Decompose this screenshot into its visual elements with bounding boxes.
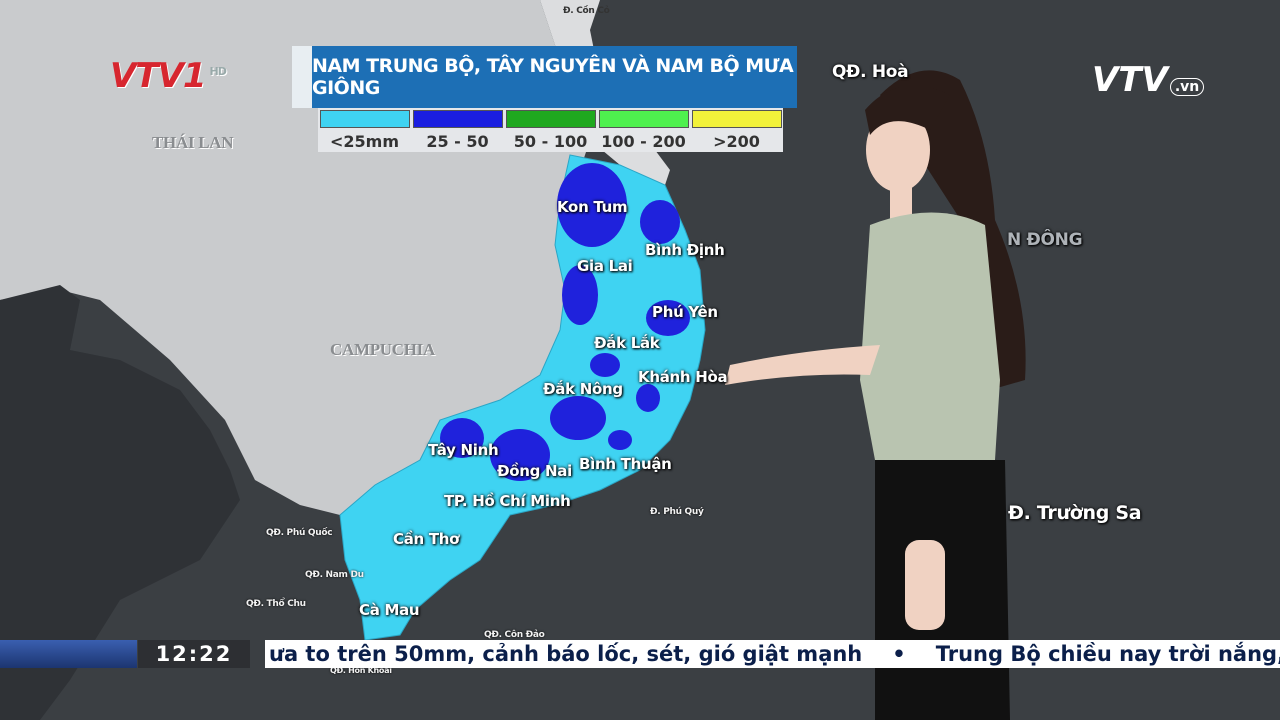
legend-item: 50 - 100 <box>504 108 597 152</box>
rain-region <box>339 154 706 641</box>
legend-swatch <box>598 110 689 128</box>
legend-label: <25mm <box>329 132 399 151</box>
province-label: Đắk Lắk <box>594 334 660 352</box>
province-label: Bình Thuận <box>579 455 672 473</box>
legend-item: 100 - 200 <box>597 108 690 152</box>
legend-label: 100 - 200 <box>601 132 686 151</box>
channel-logo: VTV1 HD <box>110 56 227 96</box>
ticker-separator: • <box>892 642 906 666</box>
site-name: VTV <box>1092 60 1168 100</box>
island-label: Đ. Cồn Cỏ <box>563 6 610 16</box>
country-label: THÁI LAN <box>152 133 234 152</box>
island-label: QĐ. Hòn Khoai <box>330 666 392 675</box>
province-label: Đắk Nông <box>543 380 623 398</box>
island-label: Đ. Phú Quý <box>650 507 704 517</box>
channel-name: VTV1 <box>110 56 206 96</box>
sea-label: N ĐÔNG <box>1007 230 1083 250</box>
legend-item: 25 - 50 <box>411 108 504 152</box>
province-label: Phú Yên <box>652 303 718 321</box>
presenter <box>725 70 1026 720</box>
legend-swatch <box>505 110 596 128</box>
legend-label: 50 - 100 <box>513 132 588 151</box>
legend-swatch <box>319 110 410 128</box>
heavy-rain-cells <box>440 163 690 481</box>
island-label: QĐ. Nam Du <box>305 570 364 580</box>
ticker-text: Trung Bộ chiều nay trời nắng, c <box>935 642 1280 666</box>
island-label: Đ. Trường Sa <box>1008 502 1142 524</box>
province-label: Tây Ninh <box>428 441 499 459</box>
province-label: Đồng Nai <box>497 462 572 480</box>
country-label: CAMPUCHIA <box>330 340 435 359</box>
legend-item: <25mm <box>318 108 411 152</box>
news-ticker: ưa to trên 50mm, cảnh báo lốc, sét, gió … <box>265 640 1280 668</box>
legend-swatch <box>691 110 782 128</box>
island-label: QĐ. Côn Đảo <box>484 630 545 640</box>
province-label: Bình Định <box>645 241 725 259</box>
province-label: Kon Tum <box>557 198 628 216</box>
rain-legend: <25mm 25 - 50 50 - 100 100 - 200 >200 <box>318 108 783 152</box>
island-label: QĐ. Phú Quốc <box>266 528 333 538</box>
channel-badge: HD <box>209 64 226 78</box>
legend-label: 25 - 50 <box>426 132 489 151</box>
island-label: QĐ. Thổ Chu <box>246 599 306 609</box>
legend-swatch <box>412 110 503 128</box>
title: NAM TRUNG BỘ, TÂY NGUYÊN VÀ NAM BỘ MƯA G… <box>292 46 797 108</box>
province-label: Cần Thơ <box>393 530 460 548</box>
land-peninsula <box>0 285 240 720</box>
ticker-badge <box>0 640 137 668</box>
legend-label: >200 <box>713 132 760 151</box>
island-label: QĐ. Hoà <box>832 62 909 82</box>
site-logo: VTV .vn <box>1092 60 1205 100</box>
ticker-text: ưa to trên 50mm, cảnh báo lốc, sét, gió … <box>269 642 863 666</box>
clock: 12:22 <box>138 640 250 668</box>
site-suffix: .vn <box>1169 78 1205 96</box>
province-label: Cà Mau <box>359 601 420 619</box>
province-label: Gia Lai <box>577 257 633 275</box>
province-label: Khánh Hòa <box>638 368 728 386</box>
province-label: TP. Hồ Chí Minh <box>444 492 571 510</box>
legend-item: >200 <box>690 108 783 152</box>
